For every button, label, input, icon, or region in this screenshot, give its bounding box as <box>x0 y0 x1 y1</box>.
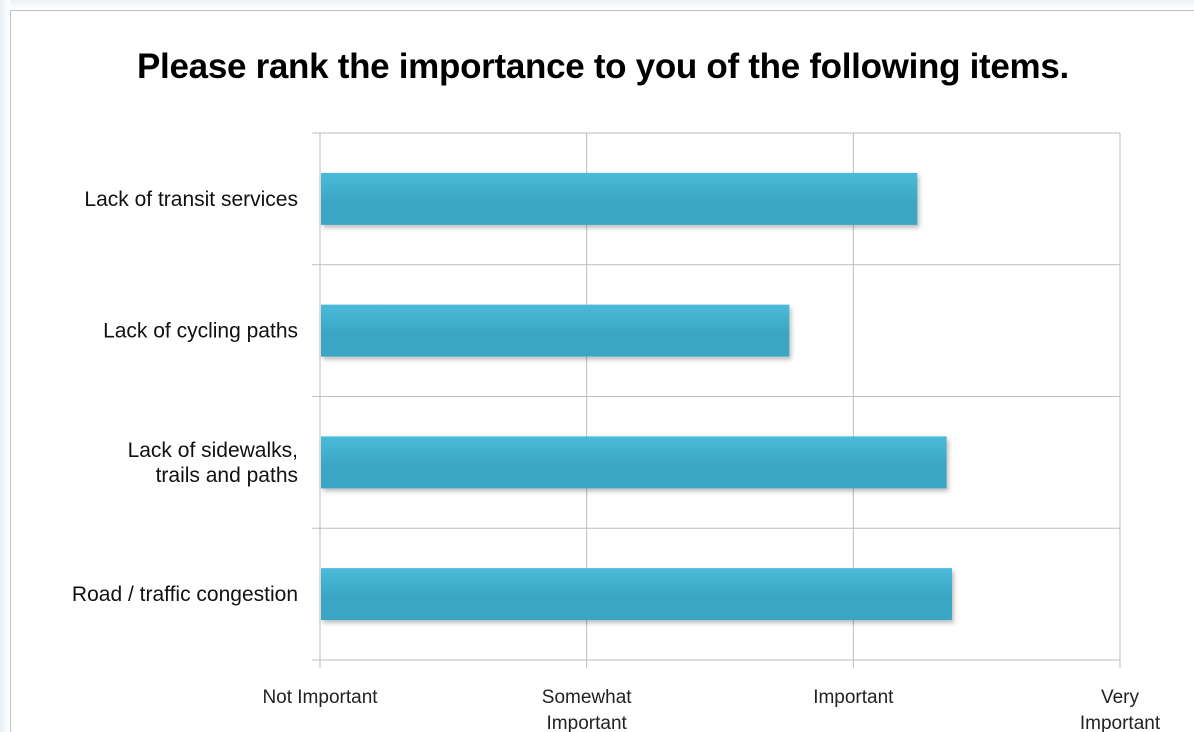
category-label: Lack of transit services <box>84 188 298 211</box>
bar-layer <box>321 172 952 621</box>
category-label: trails and paths <box>156 464 298 487</box>
x-tick-label: Not Important <box>262 687 378 708</box>
bar <box>321 172 918 225</box>
category-labels: Lack of transit services Lack of cycling … <box>72 188 298 606</box>
category-label: Lack of sidewalks, <box>128 439 298 462</box>
x-tick-label: Important <box>813 687 894 708</box>
bar <box>321 436 947 489</box>
chart-title: Please rank the importance to you of the… <box>137 47 1069 86</box>
category-label: Road / traffic congestion <box>72 583 298 606</box>
bar <box>321 568 952 621</box>
x-tick-label: Important <box>547 713 628 732</box>
bar <box>321 304 790 357</box>
page-edge-left <box>0 0 10 732</box>
x-tick-label: Important <box>1080 713 1161 732</box>
x-tick-labels: Not Important Somewhat Important Important V… <box>262 687 1160 732</box>
x-tick-label: Very <box>1101 687 1140 708</box>
category-label: Lack of cycling paths <box>103 320 298 343</box>
page-edge-top <box>0 0 1194 10</box>
x-tick-label: Somewhat <box>542 687 632 708</box>
